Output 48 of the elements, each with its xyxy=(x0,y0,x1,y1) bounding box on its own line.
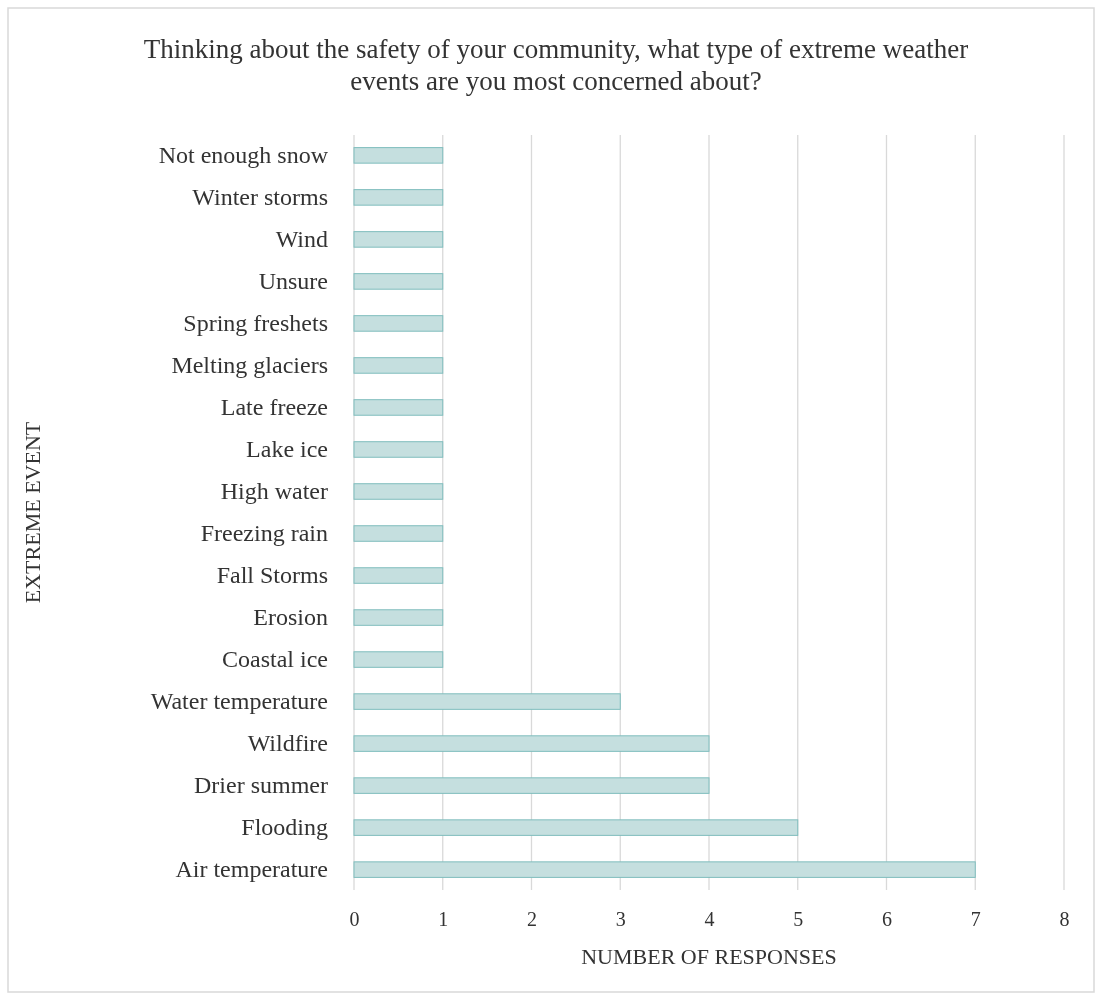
bar xyxy=(353,189,444,206)
x-tick-label: 3 xyxy=(615,908,626,931)
x-tick-label: 7 xyxy=(970,908,981,931)
chart-title: Thinking about the safety of your community, what type of extreme weather events are you most concerned about? xyxy=(143,34,969,96)
x-tick-label: 5 xyxy=(793,908,804,931)
bar xyxy=(353,399,444,416)
y-axis-title: EXTREME EVENT xyxy=(20,421,45,604)
x-tick-label: 1 xyxy=(438,908,449,931)
bar xyxy=(353,525,444,542)
bar xyxy=(353,777,710,794)
y-tick-label: Flooding xyxy=(241,814,328,841)
bar xyxy=(353,273,444,290)
y-tick-label: Freezing rain xyxy=(200,520,328,547)
y-tick-label: Water temperature xyxy=(150,688,328,715)
y-tick-label: Erosion xyxy=(253,604,328,631)
bar xyxy=(353,819,799,836)
bar xyxy=(353,315,444,332)
y-tick-label: Wind xyxy=(275,226,328,253)
y-tick-label: Late freeze xyxy=(220,394,328,421)
x-tick-label: 0 xyxy=(349,908,360,931)
y-tick-label: Lake ice xyxy=(246,436,328,463)
y-tick-label: Coastal ice xyxy=(222,646,328,673)
bar xyxy=(353,609,444,626)
x-axis-title: NUMBER OF RESPONSES xyxy=(581,944,837,969)
y-tick-label: Melting glaciers xyxy=(171,352,328,379)
y-tick-label: Unsure xyxy=(258,268,328,295)
y-tick-label: Spring freshets xyxy=(183,310,328,337)
bar xyxy=(353,483,444,500)
y-tick-label: Fall Storms xyxy=(216,562,328,589)
bar xyxy=(353,735,710,752)
bar xyxy=(353,441,444,458)
bar xyxy=(353,357,444,374)
y-tick-label: Not enough snow xyxy=(158,142,329,169)
bar xyxy=(353,147,444,164)
bar xyxy=(353,567,444,584)
bar xyxy=(353,861,976,878)
x-tick-label: 6 xyxy=(882,908,892,931)
x-tick-label: 4 xyxy=(704,908,715,931)
y-tick-label: Air temperature xyxy=(175,856,328,883)
bar xyxy=(353,693,621,710)
y-tick-label: Wildfire xyxy=(247,730,328,757)
y-tick-label: Winter storms xyxy=(192,184,328,211)
x-tick-label: 2 xyxy=(527,908,537,931)
bar xyxy=(353,231,444,248)
y-tick-label: High water xyxy=(220,478,329,505)
bar xyxy=(353,651,444,668)
x-tick-label: 8 xyxy=(1059,908,1070,931)
y-tick-label: Drier summer xyxy=(194,772,328,799)
